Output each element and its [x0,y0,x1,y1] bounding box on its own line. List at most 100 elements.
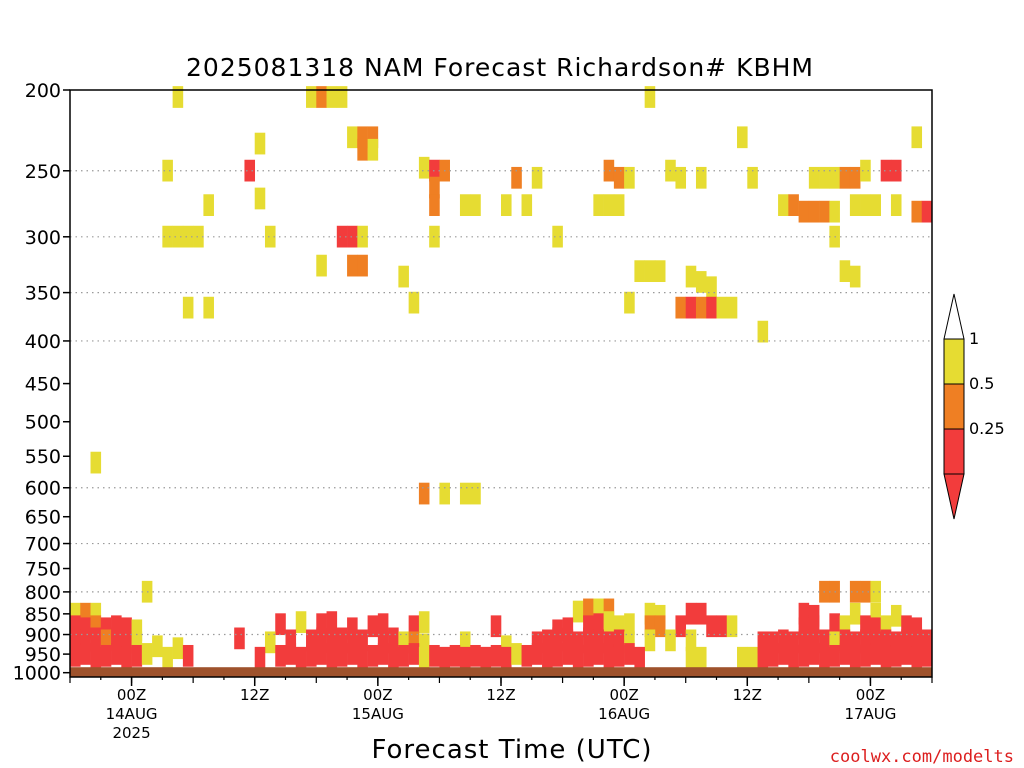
heatmap-cell [613,194,625,216]
heatmap-cell [521,194,533,216]
heatmap-cell [470,644,481,667]
heatmap-cell [593,629,604,652]
heatmap-cell [429,644,440,667]
heatmap-cell [70,602,81,625]
heatmap-cell [193,225,204,248]
heatmap-cell [388,646,399,669]
heatmap-cell [80,629,91,652]
heatmap-cell [418,633,430,656]
heatmap-cell [326,631,338,654]
heatmap-cell [798,617,810,640]
heatmap-cell [459,194,471,216]
heatmap-cell [336,86,348,108]
heatmap-cell [644,615,656,638]
heatmap-cell [819,200,830,223]
heatmap-cell [675,166,687,189]
heatmap-cell [326,611,338,633]
heatmap-cell [808,200,820,223]
heatmap-cell [911,200,923,223]
heatmap-cell [798,602,810,625]
heatmap-cell [172,225,184,248]
heatmap-cell [203,194,214,216]
chart-title: 2025081318 NAM Forecast Richardson# KBHM [186,53,814,82]
heatmap-cells [70,86,933,669]
heatmap-cell [583,615,594,638]
heatmap-cell [849,194,861,216]
heatmap-cell [552,225,563,248]
heatmap-cell [603,194,615,216]
heatmap-cell [870,602,881,625]
heatmap-cell [531,166,543,189]
heatmap-cell [757,646,769,669]
heatmap-cell [870,643,881,665]
heatmap-cell [418,156,430,179]
heatmap-cell [880,615,892,638]
heatmap-cell [665,629,676,652]
heatmap-cell [531,631,543,654]
heatmap-cell [695,271,707,293]
heatmap-cell [306,629,317,652]
heatmap-cell [685,646,697,669]
heatmap-cell [593,598,604,621]
colorbar-segment [943,383,965,430]
heatmap-cell [798,644,810,667]
heatmap-cell [141,643,153,665]
heatmap-cell [624,631,635,654]
heatmap-cell [613,644,625,667]
heatmap-cell [562,629,574,652]
heatmap-cell [819,629,830,652]
heatmap-cell [111,643,122,665]
heatmap-cell [429,176,440,199]
heatmap-cell [778,194,789,216]
heatmap-cell [634,646,645,669]
heatmap-cell [459,631,471,654]
x-tick-date: 16AUG [598,705,650,723]
colorbar-segment [943,338,965,385]
heatmap-cell [880,646,892,669]
heatmap-cell [398,265,409,288]
x-tick-date: 14AUG [106,705,158,723]
heatmap-cell [501,646,512,669]
grid-lines [70,170,932,636]
heatmap-cell [511,166,522,189]
y-tick-label: 400 [25,331,61,353]
heatmap-cell [408,615,420,638]
y-tick-label: 950 [25,644,61,666]
heatmap-cell [131,631,143,654]
credit-text: coolwx.com/modelts [830,747,1014,767]
heatmap-cell [172,86,184,108]
colorbar-segment [943,428,965,475]
heatmap-cell [726,296,738,319]
heatmap-cell [901,615,912,638]
heatmap-cell [583,598,594,621]
y-tick-label: 200 [25,80,61,102]
heatmap-cell [839,629,851,652]
heatmap-cell [388,627,399,650]
heatmap-cell [275,644,286,667]
heatmap-cell [449,644,461,667]
heatmap-cell [306,86,317,108]
heatmap-cell [737,126,748,149]
heatmap-cell [644,260,656,283]
y-tick-label: 750 [25,559,61,581]
heatmap-cell [357,629,368,652]
heatmap-cell [357,126,368,149]
heatmap-cell [336,644,348,667]
heatmap-cell [747,166,758,189]
heatmap-cell [490,615,502,638]
heatmap-cell [603,598,615,621]
heatmap-cell [562,617,574,640]
heatmap-cell [254,132,266,155]
heatmap-cell [121,617,132,640]
heatmap-cell [870,580,881,603]
x-tick-label: 00Z [363,686,392,704]
heatmap-cell [911,627,923,650]
heatmap-cell [829,631,840,654]
heatmap-cell [90,615,102,638]
heatmap-cell [901,643,912,665]
heatmap-cell [685,602,697,625]
heatmap-cell [439,482,450,505]
heatmap-cell [839,260,851,283]
heatmap-cell [849,631,861,654]
plot-frame [69,89,933,678]
